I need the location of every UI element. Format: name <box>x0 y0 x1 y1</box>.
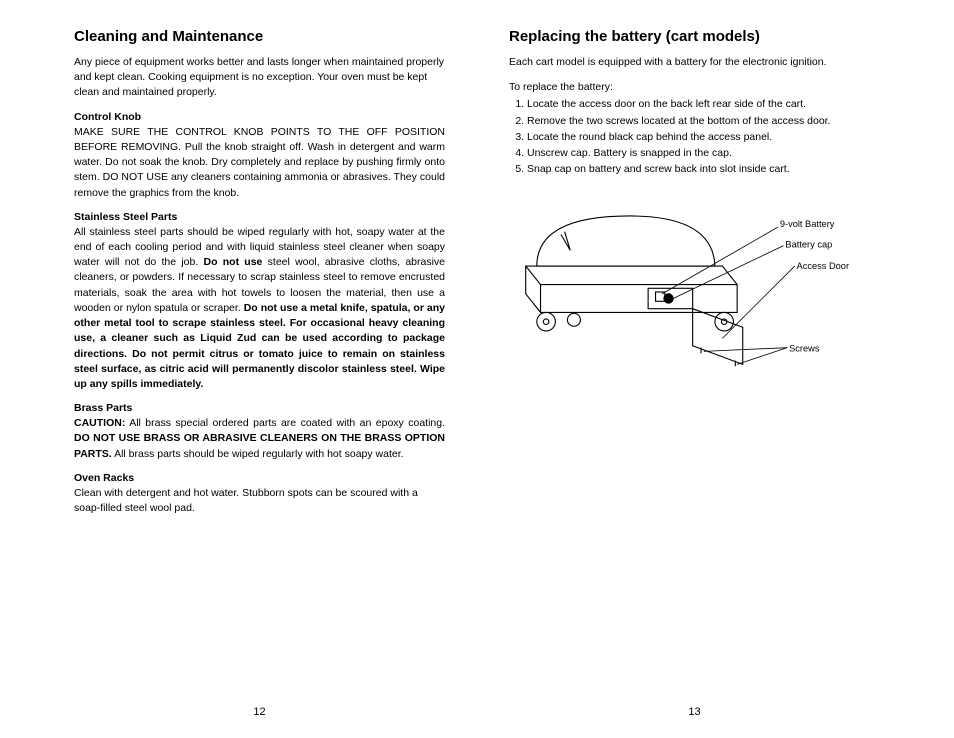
intro-battery: Each cart model is equipped with a batte… <box>509 55 880 70</box>
label-battery: 9-volt Battery <box>780 219 835 229</box>
steps-list: Locate the access door on the back left … <box>509 97 880 178</box>
step-3: Locate the round black cap behind the ac… <box>527 130 880 145</box>
heading-battery: Replacing the battery (cart models) <box>509 28 880 45</box>
step-2: Remove the two screws located at the bot… <box>527 114 880 129</box>
step-1: Locate the access door on the back left … <box>527 97 880 112</box>
sub-control-knob: Control Knob <box>74 111 445 123</box>
cart-diagram: 9-volt Battery Battery cap Access Door S… <box>509 197 880 387</box>
label-cap: Battery cap <box>785 239 832 249</box>
sub-brass: Brass Parts <box>74 402 445 414</box>
page-number-left: 12 <box>74 706 445 718</box>
body-stainless: All stainless steel parts should be wipe… <box>74 225 445 392</box>
step-5: Snap cap on battery and screw back into … <box>527 162 880 177</box>
page-right: Replacing the battery (cart models) Each… <box>477 28 904 718</box>
intro-cleaning: Any piece of equipment works better and … <box>74 55 445 101</box>
label-door: Access Door <box>797 260 850 270</box>
body-control-knob: MAKE SURE THE CONTROL KNOB POINTS TO THE… <box>74 125 445 201</box>
label-screws: Screws <box>789 343 820 353</box>
sub-racks: Oven Racks <box>74 472 445 484</box>
step-4: Unscrew cap. Battery is snapped in the c… <box>527 146 880 161</box>
page-number-right: 13 <box>509 706 880 718</box>
heading-cleaning: Cleaning and Maintenance <box>74 28 445 45</box>
page-left: Cleaning and Maintenance Any piece of eq… <box>50 28 477 718</box>
list-intro: To replace the battery: <box>509 80 880 95</box>
body-brass: CAUTION: All brass special ordered parts… <box>74 416 445 462</box>
sub-stainless: Stainless Steel Parts <box>74 211 445 223</box>
body-racks: Clean with detergent and hot water. Stub… <box>74 486 445 516</box>
